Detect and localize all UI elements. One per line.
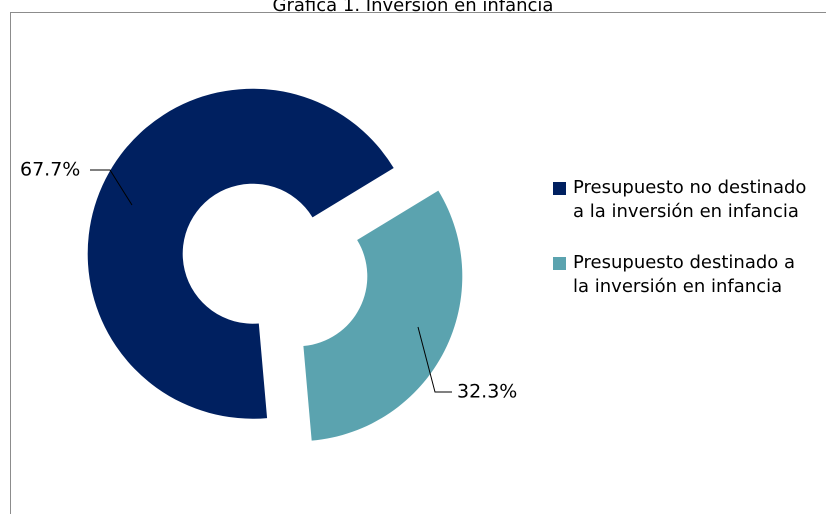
legend-label: Presupuesto destinado a la inversión en … — [573, 252, 796, 297]
chart-title: Gráfica 1. Inversión en infancia — [273, 0, 554, 16]
legend-item: Presupuesto no destinado a la inversión … — [553, 176, 815, 224]
donut-segment — [87, 88, 394, 419]
legend-item: Presupuesto destinado a la inversión en … — [553, 251, 815, 299]
legend-label: Presupuesto no destinado a la inversión … — [573, 177, 807, 222]
leader-line — [90, 169, 133, 206]
data-label: 67.7% — [20, 159, 80, 181]
chart-border — [10, 12, 826, 514]
legend-swatch — [553, 257, 566, 270]
legend: Presupuesto no destinado a la inversión … — [553, 176, 815, 326]
leader-line — [417, 326, 452, 393]
data-label: 32.3% — [457, 381, 517, 403]
donut-segment — [303, 190, 463, 441]
legend-swatch — [553, 182, 566, 195]
